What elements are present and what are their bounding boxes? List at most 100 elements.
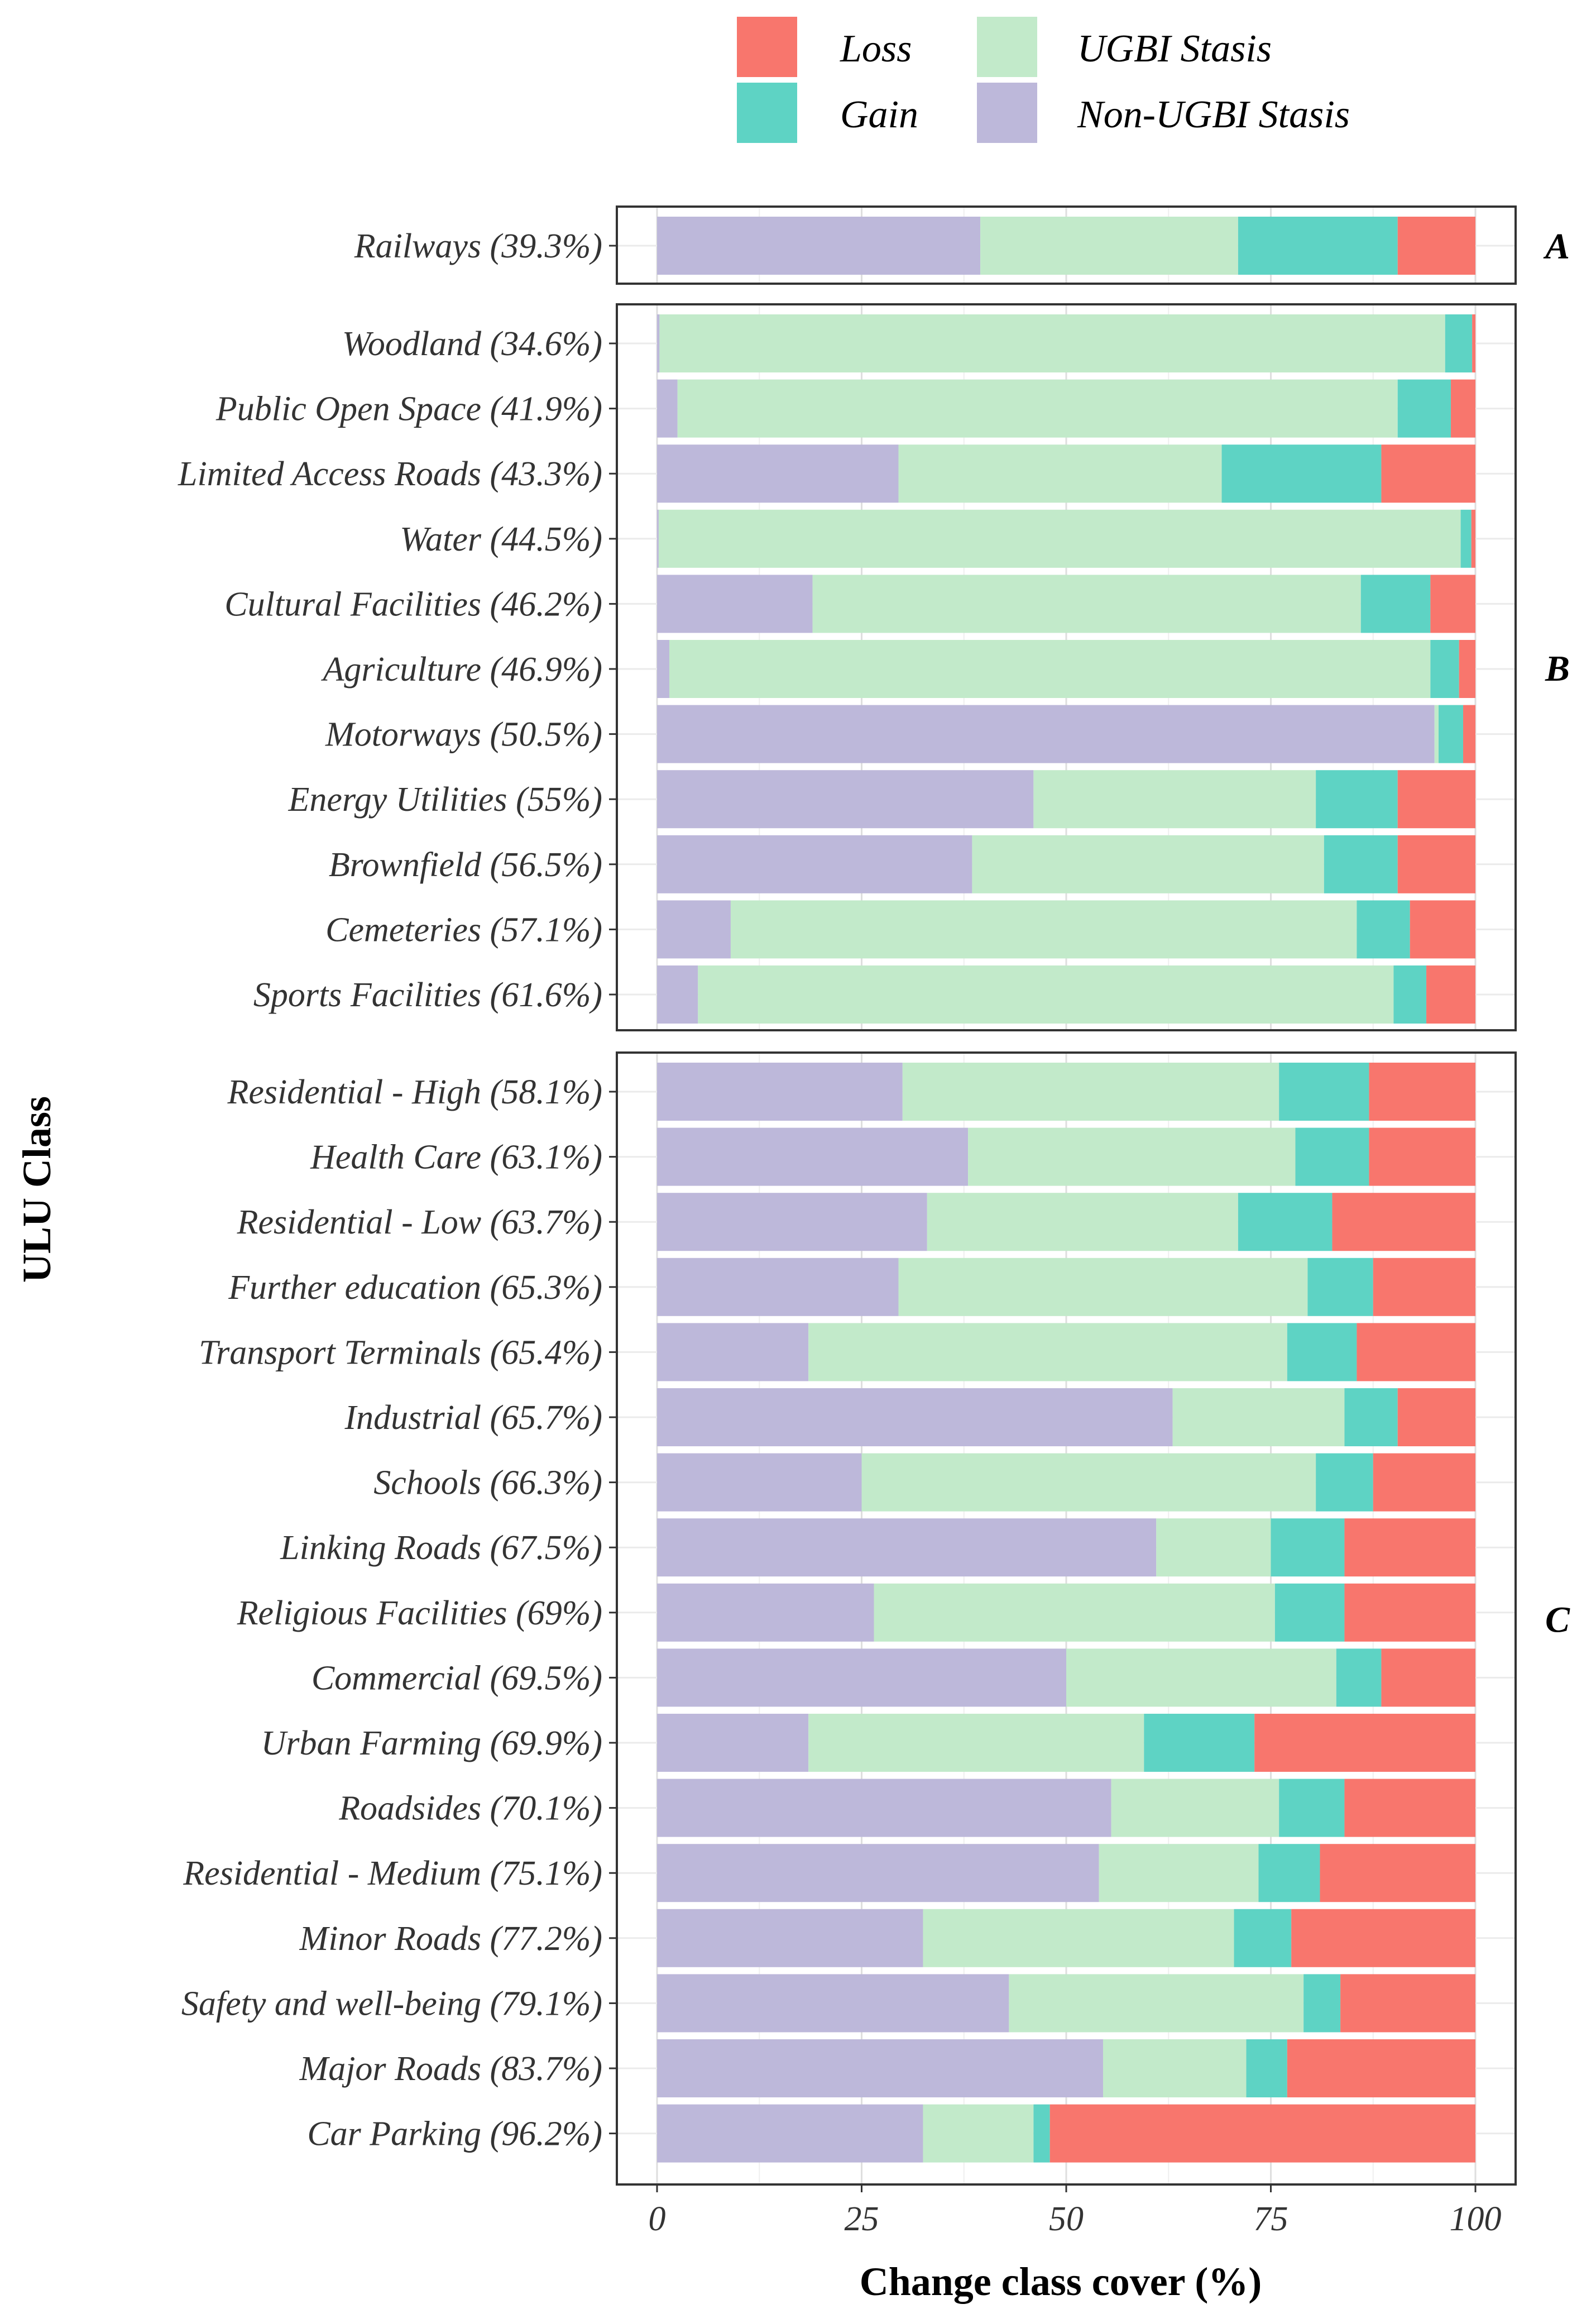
category-label: Health Care (63.1%)	[310, 1139, 602, 1177]
category-label: Residential - Medium (75.1%)	[183, 1854, 602, 1892]
bar-segment-gain-woodland	[1445, 314, 1473, 372]
bar-segment-gain-energy-utilities	[1316, 770, 1398, 829]
bar-segment-loss-railways	[1397, 217, 1475, 275]
plot-area: Railways (39.3%) A Woodland (34.6%) Public …	[178, 205, 1570, 2238]
category-label: Brownfield (56.5%)	[329, 846, 602, 884]
bar-segment-ugbi-stasis-brownfield	[972, 835, 1324, 893]
bar-segment-gain-safety-and-well-being	[1303, 1974, 1341, 2033]
bar-segment-gain-cemeteries	[1357, 900, 1410, 959]
bar-segment-loss-safety-and-well-being	[1340, 1974, 1475, 2033]
panel-tag-label: B	[1545, 648, 1570, 689]
bar-segment-ugbi-stasis-car-parking	[923, 2104, 1034, 2163]
bar-segment-ugbi-stasis-sports-facilities	[698, 965, 1394, 1024]
bar-segment-ugbi-stasis-residential-medium	[1099, 1844, 1259, 1902]
bar-segment-ugbi-stasis-major-roads	[1103, 2039, 1247, 2097]
bar-segment-non-ugbi-stasis-railways	[657, 217, 981, 275]
category-label: Roadsides (70.1%)	[338, 1790, 602, 1828]
bar-segment-ugbi-stasis-water	[658, 509, 1461, 568]
category-label: Railways (39.3%)	[354, 227, 602, 265]
legend-swatch-non-ugbi-stasis	[977, 83, 1037, 143]
bar-segment-gain-roadsides	[1279, 1779, 1345, 1837]
bar-segment-loss-linking-roads	[1344, 1518, 1475, 1577]
legend-swatch-gain	[737, 83, 797, 143]
bar-segment-ugbi-stasis-agriculture	[669, 640, 1431, 698]
bar-segment-gain-public-open-space	[1397, 379, 1451, 438]
category-label: Schools (66.3%)	[373, 1464, 602, 1502]
x-tick-label: 0	[649, 2200, 666, 2238]
bar-segment-non-ugbi-stasis-cultural-facilities	[657, 575, 813, 633]
bar-segment-loss-major-roads	[1287, 2039, 1475, 2097]
bar-segment-ugbi-stasis-transport-terminals	[808, 1323, 1287, 1381]
panel-border	[616, 303, 1517, 1031]
bar-segment-gain-agriculture	[1430, 640, 1459, 698]
panel-tag-label: A	[1543, 226, 1570, 267]
bar-segment-gain-cultural-facilities	[1360, 575, 1431, 633]
bar-segment-loss-industrial	[1397, 1388, 1475, 1446]
bar-segment-loss-limited-access-roads	[1381, 444, 1475, 503]
x-tick-label: 50	[1049, 2200, 1084, 2238]
bar-segment-gain-schools	[1316, 1453, 1373, 1512]
panel-a: Railways (39.3%) A	[354, 205, 1570, 285]
bar-segment-gain-industrial	[1344, 1388, 1398, 1446]
bar-segment-non-ugbi-stasis-roadsides	[657, 1779, 1111, 1837]
bar-segment-ugbi-stasis-commercial	[1066, 1648, 1336, 1707]
category-label: Cultural Facilities (46.2%)	[224, 585, 602, 623]
legend-label-loss: Loss	[840, 27, 912, 70]
bar-segment-ugbi-stasis-residential-high	[902, 1063, 1279, 1121]
bar-segment-ugbi-stasis-cultural-facilities	[812, 575, 1361, 633]
category-label: Industrial (65.7%)	[344, 1399, 602, 1437]
category-label: Energy Utilities (55%)	[288, 781, 602, 819]
bar-segment-ugbi-stasis-cemeteries	[730, 900, 1357, 959]
category-label: Safety and well-being (79.1%)	[181, 1985, 602, 2023]
x-axis-title: Change class cover (%)	[860, 2259, 1262, 2304]
panel-b: Woodland (34.6%) Public Open Space (41.9%…	[178, 303, 1570, 1031]
category-label: Cemeteries (57.1%)	[325, 911, 602, 949]
bar-segment-loss-water	[1471, 509, 1475, 568]
panel-border	[616, 205, 1517, 285]
bar-segment-non-ugbi-stasis-minor-roads	[657, 1909, 923, 1967]
bar-segment-ugbi-stasis-health-care	[968, 1127, 1296, 1186]
bar-segment-loss-schools	[1373, 1453, 1475, 1512]
bar-segment-ugbi-stasis-roadsides	[1111, 1779, 1279, 1837]
x-axis: 0 25 50 75 100	[649, 2184, 1502, 2238]
bar-segment-non-ugbi-stasis-brownfield	[657, 835, 972, 893]
legend: Loss Gain UGBI Stasis Non-UGBI Stasis	[737, 17, 1350, 143]
bar-segment-ugbi-stasis-motorways	[1434, 705, 1439, 763]
category-label: Further education (65.3%)	[228, 1269, 602, 1307]
bar-segment-non-ugbi-stasis-further-education	[657, 1258, 899, 1316]
bar-segment-non-ugbi-stasis-agriculture	[657, 640, 669, 698]
bar-segment-gain-brownfield	[1324, 835, 1398, 893]
legend-label-gain: Gain	[840, 93, 918, 136]
x-tick-label: 75	[1254, 2200, 1288, 2238]
bar-segment-non-ugbi-stasis-major-roads	[657, 2039, 1103, 2097]
bar-segment-ugbi-stasis-minor-roads	[923, 1909, 1234, 1967]
bar-segment-non-ugbi-stasis-transport-terminals	[657, 1323, 809, 1381]
bar-segment-loss-residential-medium	[1320, 1844, 1475, 1902]
bar-segment-gain-residential-high	[1279, 1063, 1369, 1121]
category-label: Major Roads (83.7%)	[299, 2050, 602, 2088]
bar-segment-gain-major-roads	[1246, 2039, 1287, 2097]
legend-label-ugbi-stasis: UGBI Stasis	[1077, 27, 1272, 70]
category-label: Car Parking (96.2%)	[307, 2115, 602, 2153]
bar-segment-non-ugbi-stasis-religious-facilities	[657, 1583, 874, 1642]
category-label: Residential - High (58.1%)	[227, 1073, 602, 1111]
bar-segment-gain-urban-farming	[1144, 1714, 1255, 1772]
bar-segment-gain-car-parking	[1033, 2104, 1050, 2163]
bar-segment-loss-cemeteries	[1410, 900, 1475, 959]
category-label: Religious Facilities (69%)	[237, 1594, 602, 1632]
bar-segment-gain-commercial	[1336, 1648, 1382, 1707]
bar-segment-loss-brownfield	[1397, 835, 1475, 893]
legend-swatch-ugbi-stasis	[977, 17, 1037, 77]
bar-segment-loss-roadsides	[1344, 1779, 1475, 1837]
bar-segment-gain-linking-roads	[1271, 1518, 1345, 1577]
bar-segment-non-ugbi-stasis-car-parking	[657, 2104, 923, 2163]
category-label: Commercial (69.5%)	[311, 1659, 602, 1697]
bar-segment-gain-limited-access-roads	[1221, 444, 1382, 503]
bar-segment-non-ugbi-stasis-motorways	[657, 705, 1435, 763]
bar-segment-loss-energy-utilities	[1397, 770, 1475, 829]
bar-segment-non-ugbi-stasis-schools	[657, 1453, 862, 1512]
bar-segment-non-ugbi-stasis-sports-facilities	[657, 965, 698, 1024]
category-label: Urban Farming (69.9%)	[261, 1724, 602, 1762]
bar-segment-non-ugbi-stasis-woodland	[657, 314, 660, 372]
